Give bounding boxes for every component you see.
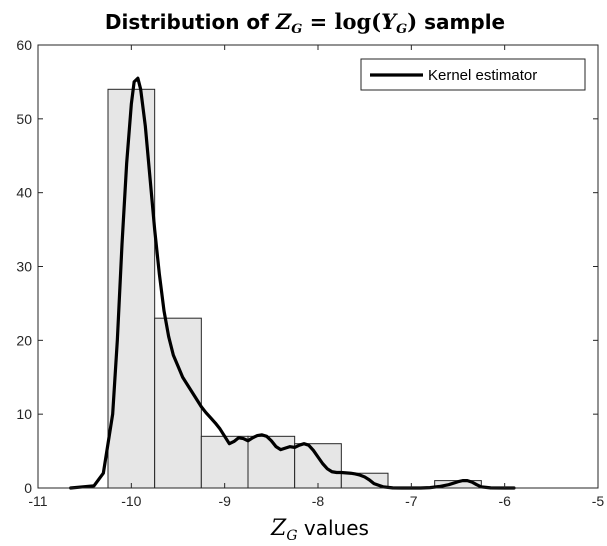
- x-tick-label: -11: [28, 493, 47, 509]
- legend-label-kernel-estimator: Kernel estimator: [428, 67, 537, 84]
- title-func: log(: [335, 9, 382, 34]
- title-lhs-var: Z: [275, 9, 292, 34]
- xlabel-sub: G: [286, 528, 297, 544]
- x-tick-label: -8: [312, 493, 325, 509]
- y-tick-label: 0: [24, 480, 32, 496]
- title-lhs-sub: G: [291, 22, 302, 37]
- histogram-bar: [154, 317, 202, 489]
- histogram-bar: [247, 435, 296, 489]
- y-tick-label: 40: [16, 185, 32, 201]
- title-arg-var: Y: [381, 9, 398, 34]
- x-axis-ticks: -11 -10 -9 -8 -7 -6 -5: [28, 45, 604, 509]
- title-prefix: Distribution of: [105, 10, 276, 34]
- title-arg-sub: G: [396, 22, 407, 37]
- title-suffix: sample: [417, 10, 505, 34]
- legend: Kernel estimator: [360, 58, 586, 91]
- xlabel-var: Z: [270, 516, 287, 541]
- y-tick-label: 20: [16, 332, 32, 348]
- histogram-bar: [294, 443, 342, 489]
- histogram-bar: [200, 435, 249, 489]
- y-axis-ticks: 0 10 20 30 40 50 60: [16, 37, 598, 496]
- histogram-bars: [107, 88, 482, 489]
- x-tick-label: -10: [121, 493, 141, 509]
- chart-title: Distribution of ZG = log(YG) sample: [105, 9, 505, 37]
- y-tick-label: 50: [16, 111, 32, 127]
- y-tick-label: 30: [16, 259, 32, 275]
- x-axis-label: ZG values: [270, 516, 369, 544]
- x-tick-label: -9: [218, 493, 231, 509]
- y-tick-label: 10: [16, 406, 32, 422]
- title-eq: =: [302, 9, 334, 34]
- x-tick-label: -6: [498, 493, 511, 509]
- x-tick-label: -5: [592, 493, 605, 509]
- y-tick-label: 60: [16, 37, 32, 53]
- x-tick-label: -7: [405, 493, 418, 509]
- xlabel-text: values: [298, 516, 369, 540]
- title-close: ): [407, 9, 417, 34]
